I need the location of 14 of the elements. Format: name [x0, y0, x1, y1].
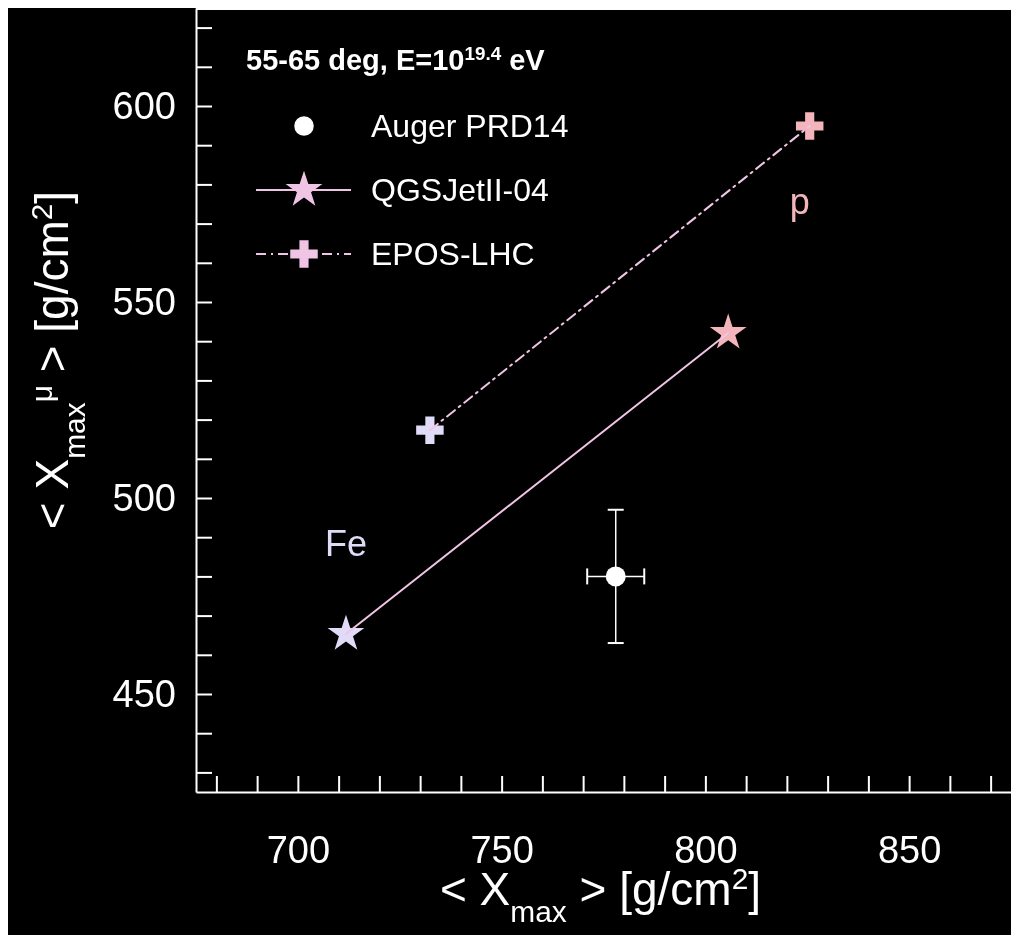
- y-tick-label: 550: [112, 280, 176, 323]
- x-tick-label: 850: [877, 828, 942, 871]
- legend-label: QGSJetII-04: [371, 172, 549, 208]
- point: [605, 566, 626, 587]
- annotation: Fe: [324, 523, 367, 565]
- annotation: p: [789, 180, 810, 222]
- y-tick-label: 500: [112, 476, 176, 519]
- legend-label: EPOS-LHC: [371, 236, 535, 272]
- legend-label: Auger PRD14: [371, 108, 569, 144]
- x-tick-label: 700: [266, 828, 331, 871]
- x-tick-label: 750: [470, 828, 534, 871]
- legend-title: 55-65 deg, E=10$^{19.4}$ eV: [246, 42, 546, 76]
- y-tick-label: 450: [112, 672, 176, 715]
- y-tick-label: 600: [112, 84, 176, 127]
